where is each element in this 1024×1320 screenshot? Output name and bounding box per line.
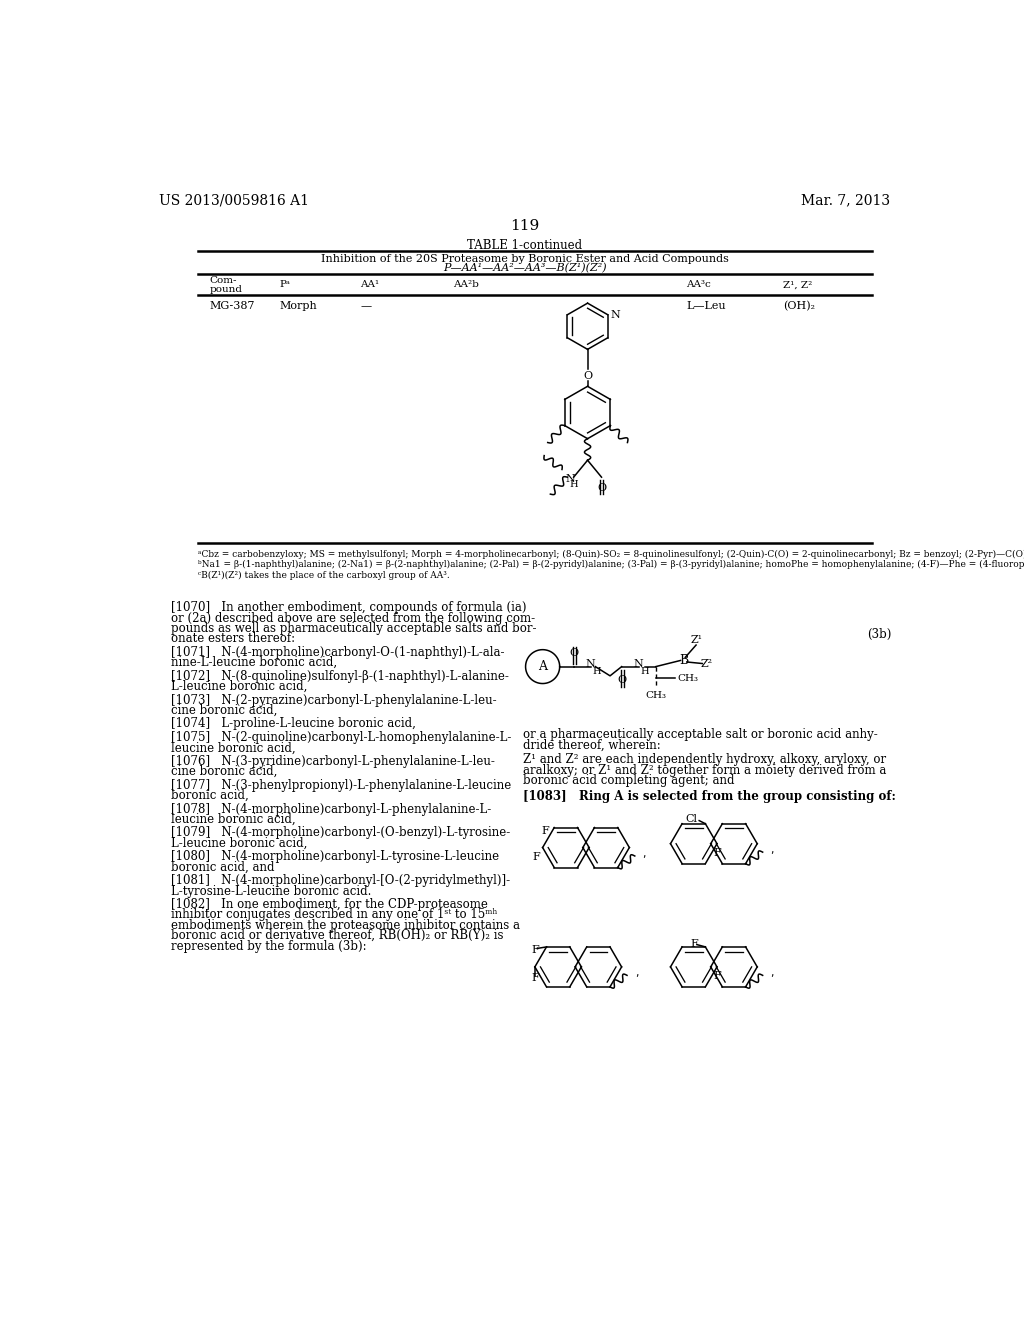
Text: O: O: [617, 676, 627, 685]
Text: ,: ,: [770, 968, 774, 978]
Text: [1072]   N-(8-quinoline)sulfonyl-β-(1-naphthyl)-L-alanine-: [1072] N-(8-quinoline)sulfonyl-β-(1-naph…: [171, 669, 509, 682]
Text: pound: pound: [209, 285, 243, 294]
Text: nine-L-leucine boronic acid,: nine-L-leucine boronic acid,: [171, 656, 337, 669]
Text: F: F: [713, 972, 721, 981]
Text: F: F: [690, 939, 698, 949]
Text: F: F: [541, 825, 549, 836]
Text: [1074]   L-proline-L-leucine boronic acid,: [1074] L-proline-L-leucine boronic acid,: [171, 718, 416, 730]
Text: [1076]   N-(3-pyridine)carbonyl-L-phenylalanine-L-leu-: [1076] N-(3-pyridine)carbonyl-L-phenylal…: [171, 755, 495, 768]
Text: ᶜB(Z¹)(Z²) takes the place of the carboxyl group of AA³.: ᶜB(Z¹)(Z²) takes the place of the carbox…: [198, 572, 450, 581]
Text: [1071]   N-(4-morpholine)carbonyl-O-(1-naphthyl)-L-ala-: [1071] N-(4-morpholine)carbonyl-O-(1-nap…: [171, 645, 504, 659]
Text: F: F: [531, 973, 539, 982]
Text: B: B: [679, 653, 688, 667]
Text: L-tyrosine-L-leucine boronic acid.: L-tyrosine-L-leucine boronic acid.: [171, 884, 371, 898]
Text: N: N: [586, 659, 596, 669]
Text: ,: ,: [770, 845, 774, 855]
Text: AA²b: AA²b: [454, 280, 479, 289]
Text: Z²: Z²: [700, 659, 713, 668]
Text: [1070]   In another embodiment, compounds of formula (ia): [1070] In another embodiment, compounds …: [171, 601, 526, 614]
Text: [1081]   N-(4-morpholine)carbonyl-[O-(2-pyridylmethyl)]-: [1081] N-(4-morpholine)carbonyl-[O-(2-py…: [171, 874, 510, 887]
Text: ,: ,: [635, 968, 638, 978]
Text: Inhibition of the 20S Proteasome by Boronic Ester and Acid Compounds: Inhibition of the 20S Proteasome by Boro…: [321, 255, 729, 264]
Text: P—AA¹—AA²—AA³—B(Z¹)(Z²): P—AA¹—AA²—AA³—B(Z¹)(Z²): [443, 264, 606, 273]
Text: H: H: [569, 479, 578, 488]
Text: ᵃCbz = carbobenzyloxy; MS = methylsulfonyl; Morph = 4-morpholinecarbonyl; (8-Qui: ᵃCbz = carbobenzyloxy; MS = methylsulfon…: [198, 549, 1024, 558]
Text: Morph: Morph: [280, 301, 316, 312]
Text: N: N: [634, 659, 644, 669]
Text: boronic acid completing agent; and: boronic acid completing agent; and: [523, 775, 735, 788]
Text: H: H: [640, 668, 649, 676]
Text: O: O: [583, 371, 592, 380]
Text: (OH)₂: (OH)₂: [783, 301, 815, 312]
Text: AA¹: AA¹: [360, 280, 380, 289]
Text: MG-387: MG-387: [209, 301, 255, 312]
Text: CH₃: CH₃: [678, 673, 698, 682]
Text: Com-: Com-: [209, 276, 237, 285]
Text: cine boronic acid,: cine boronic acid,: [171, 766, 278, 779]
Text: Z¹, Z²: Z¹, Z²: [783, 280, 812, 289]
Text: or (2a) described above are selected from the following com-: or (2a) described above are selected fro…: [171, 611, 535, 624]
Text: [1082]   In one embodiment, for the CDP-proteasome: [1082] In one embodiment, for the CDP-pr…: [171, 898, 487, 911]
Text: leucine boronic acid,: leucine boronic acid,: [171, 742, 295, 754]
Text: F: F: [531, 945, 540, 954]
Text: O: O: [597, 483, 606, 492]
Text: H: H: [592, 668, 601, 676]
Text: [1078]   N-(4-morpholine)carbonyl-L-phenylalanine-L-: [1078] N-(4-morpholine)carbonyl-L-phenyl…: [171, 803, 490, 816]
Text: F: F: [713, 847, 721, 858]
Text: US 2013/0059816 A1: US 2013/0059816 A1: [159, 194, 309, 207]
Text: pounds as well as pharmaceutically acceptable salts and bor-: pounds as well as pharmaceutically accep…: [171, 622, 537, 635]
Text: leucine boronic acid,: leucine boronic acid,: [171, 813, 295, 826]
Text: boronic acid,: boronic acid,: [171, 789, 249, 803]
Text: L-leucine boronic acid,: L-leucine boronic acid,: [171, 680, 307, 693]
Text: cine boronic acid,: cine boronic acid,: [171, 704, 278, 717]
Text: L—Leu: L—Leu: [686, 301, 726, 312]
Text: inhibitor conjugates described in any one of 1ˢᵗ to 15ᵐʰ: inhibitor conjugates described in any on…: [171, 908, 497, 921]
Text: aralkoxy; or Z¹ and Z² together form a moiety derived from a: aralkoxy; or Z¹ and Z² together form a m…: [523, 763, 887, 776]
Text: boronic acid, and: boronic acid, and: [171, 861, 274, 874]
Text: Z¹: Z¹: [690, 635, 702, 644]
Text: TABLE 1-continued: TABLE 1-continued: [467, 239, 583, 252]
Text: (3b): (3b): [867, 628, 891, 640]
Text: or a pharmaceutically acceptable salt or boronic acid anhy-: or a pharmaceutically acceptable salt or…: [523, 729, 878, 742]
Text: Z¹ and Z² are each independently hydroxy, alkoxy, aryloxy, or: Z¹ and Z² are each independently hydroxy…: [523, 752, 887, 766]
Text: N: N: [565, 474, 575, 484]
Text: [1080]   N-(4-morpholine)carbonyl-L-tyrosine-L-leucine: [1080] N-(4-morpholine)carbonyl-L-tyrosi…: [171, 850, 499, 863]
Text: represented by the formula (3b):: represented by the formula (3b):: [171, 940, 367, 953]
Text: boronic acid or derivative thereof, RB(OH)₂ or RB(Y)₂ is: boronic acid or derivative thereof, RB(O…: [171, 929, 503, 942]
Text: O: O: [569, 648, 579, 657]
Text: CH₃: CH₃: [645, 692, 667, 701]
Text: embodiments wherein the proteasome inhibitor contains a: embodiments wherein the proteasome inhib…: [171, 919, 519, 932]
Text: [1079]   N-(4-morpholine)carbonyl-(O-benzyl)-L-tyrosine-: [1079] N-(4-morpholine)carbonyl-(O-benzy…: [171, 826, 510, 840]
Text: N: N: [610, 310, 620, 319]
Text: Mar. 7, 2013: Mar. 7, 2013: [802, 194, 891, 207]
Text: [1073]   N-(2-pyrazine)carbonyl-L-phenylalanine-L-leu-: [1073] N-(2-pyrazine)carbonyl-L-phenylal…: [171, 693, 497, 706]
Text: dride thereof, wherein:: dride thereof, wherein:: [523, 739, 662, 752]
Text: Cl: Cl: [686, 814, 697, 824]
Text: L-leucine boronic acid,: L-leucine boronic acid,: [171, 837, 307, 850]
Text: F: F: [532, 851, 541, 862]
Text: onate esters thereof:: onate esters thereof:: [171, 632, 295, 645]
Text: 119: 119: [510, 219, 540, 234]
Text: ,: ,: [642, 849, 646, 859]
Text: —: —: [360, 301, 372, 312]
Text: [1083]   Ring A is selected from the group consisting of:: [1083] Ring A is selected from the group…: [523, 789, 896, 803]
Text: [1075]   N-(2-quinoline)carbonyl-L-homophenylalanine-L-: [1075] N-(2-quinoline)carbonyl-L-homophe…: [171, 731, 511, 744]
Text: A: A: [539, 660, 547, 673]
Text: Pᵃ: Pᵃ: [280, 280, 290, 289]
Text: [1077]   N-(3-phenylpropionyl)-L-phenylalanine-L-leucine: [1077] N-(3-phenylpropionyl)-L-phenylala…: [171, 779, 511, 792]
Text: ᵇNa1 = β-(1-naphthyl)alanine; (2-Na1) = β-(2-naphthyl)alanine; (2-Pal) = β-(2-py: ᵇNa1 = β-(1-naphthyl)alanine; (2-Na1) = …: [198, 560, 1024, 569]
Text: AA³c: AA³c: [686, 280, 711, 289]
